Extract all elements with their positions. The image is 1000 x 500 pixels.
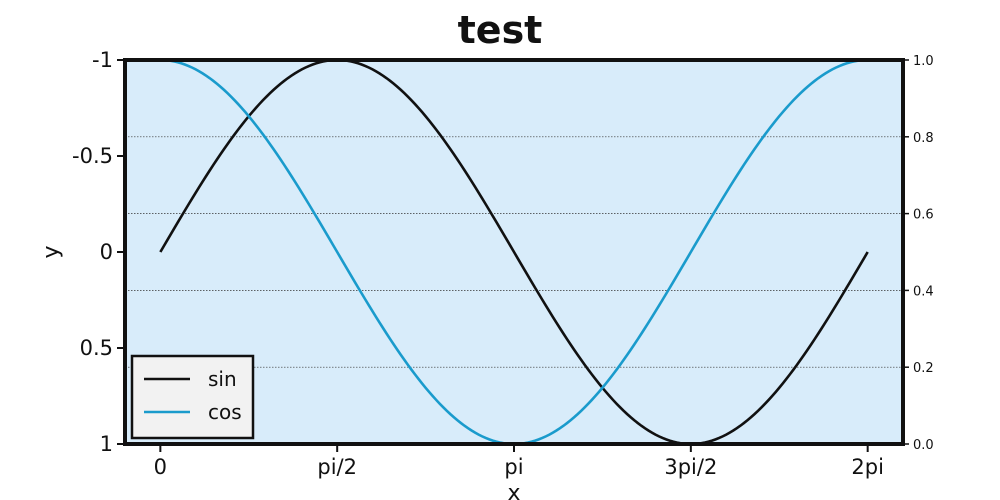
left-tick-label: -1 <box>92 48 113 72</box>
right-tick-label: 0.2 <box>913 361 934 376</box>
x-tick-label: pi <box>504 455 523 479</box>
x-tick-label: pi/2 <box>317 455 357 479</box>
chart-title: test <box>458 8 543 52</box>
x-tick-label: 2pi <box>851 455 884 479</box>
x-tick-label: 3pi/2 <box>664 455 717 479</box>
right-tick-label: 1.0 <box>913 54 934 69</box>
legend: sin cos <box>130 354 255 440</box>
left-tick-label: 0 <box>100 240 113 264</box>
right-tick-label: 0.8 <box>913 131 934 146</box>
left-tick-label: 1 <box>100 432 113 456</box>
right-tick-label: 0.6 <box>913 208 934 223</box>
x-tick-label: 0 <box>154 455 167 479</box>
x-axis: 0 pi/2 pi 3pi/2 2pi <box>154 444 884 479</box>
left-tick-label: 0.5 <box>80 336 113 360</box>
y-axis-label: y <box>39 245 64 258</box>
left-tick-label: -0.5 <box>72 144 113 168</box>
gridlines <box>125 136 903 368</box>
legend-label-sin: sin <box>208 367 237 391</box>
left-axis: -1 -0.5 0 0.5 1 <box>72 48 125 456</box>
x-axis-label: x <box>507 481 520 500</box>
right-axis: 0.0 0.2 0.4 0.6 0.8 1.0 <box>903 54 934 453</box>
legend-label-cos: cos <box>208 400 242 424</box>
legend-box <box>130 354 255 440</box>
right-tick-label: 0.0 <box>913 438 934 453</box>
right-tick-label: 0.4 <box>913 284 934 299</box>
series-line-sin <box>159 58 869 446</box>
